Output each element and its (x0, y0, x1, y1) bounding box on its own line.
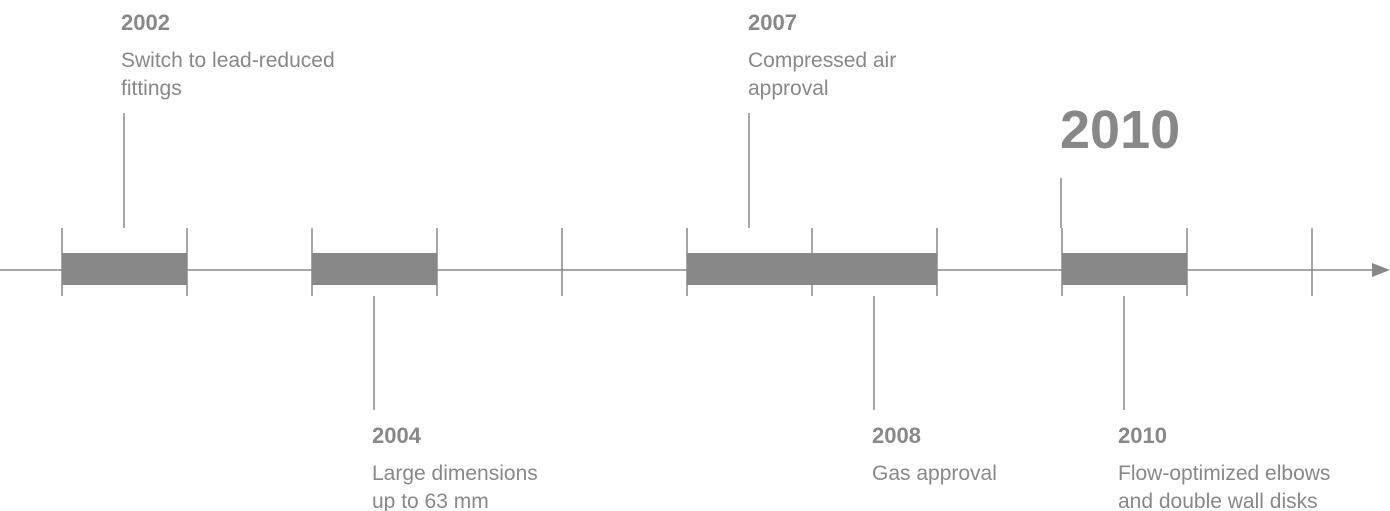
event-text: Flow-optimized elbows (1118, 462, 1330, 485)
event-text: approval (748, 77, 829, 100)
event-text: Gas approval (872, 462, 997, 485)
event-text: up to 63 mm (372, 490, 489, 511)
axis-arrow (1372, 263, 1390, 277)
event-year: 2004 (372, 423, 422, 448)
event-text: Switch to lead-reduced (121, 49, 335, 72)
event-text: fittings (121, 77, 182, 100)
event-year: 2002 (121, 10, 170, 35)
event-text: Large dimensions (372, 462, 538, 485)
event-year: 2007 (748, 10, 797, 35)
highlight-year: 2010 (1060, 100, 1180, 160)
period-bar (1062, 253, 1187, 285)
event-text: and double wall disks (1118, 490, 1318, 511)
event-text: Compressed air (748, 49, 896, 72)
period-bar (312, 253, 437, 285)
event-year: 2010 (1118, 423, 1167, 448)
period-bar (62, 253, 187, 285)
event-year: 2008 (872, 423, 921, 448)
